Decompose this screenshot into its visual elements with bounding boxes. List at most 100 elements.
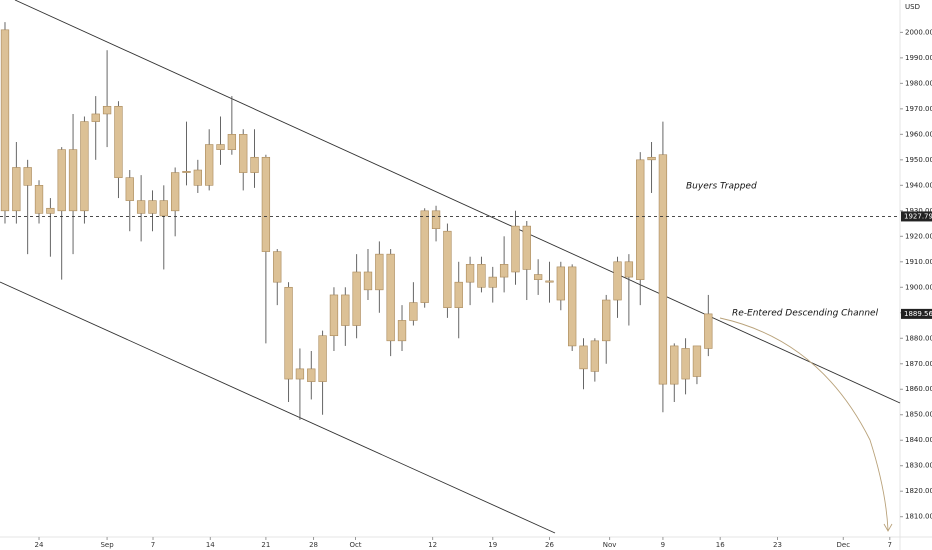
candle-body [329,294,339,337]
candle-body [250,156,259,173]
candle-body [477,264,486,288]
candle-body [533,274,543,280]
candle-body [692,345,702,377]
projection-arrow [719,317,889,531]
candle-body [352,271,361,326]
x-tick-label: 28 [309,541,318,549]
candle-body [91,113,100,122]
x-tick-label: 12 [428,541,437,549]
candle-body [386,253,395,342]
candle-body [205,144,214,186]
candle-body [658,154,668,385]
last-price-box [901,308,932,319]
last-price-label: 1889.565 [904,310,932,318]
y-tick-label: 1830.000 [905,462,932,470]
candle-body [125,177,134,201]
y-tick-label: 1840.000 [905,436,932,444]
y-tick-label: 1930.000 [905,207,932,215]
candle-body [159,200,168,217]
candle-body [681,348,690,380]
y-tick-label: 1900.000 [905,283,932,291]
projection-arrowhead [883,523,893,532]
candle-body [647,156,656,161]
x-tick-label: 16 [716,541,725,549]
candle-body [12,167,21,212]
annotation: Buyers Trapped [686,182,757,192]
candle-body [636,159,645,280]
candle-body [511,225,520,273]
x-tick-label: 26 [545,541,554,549]
candle-body [556,266,565,301]
candle-body [114,105,123,178]
candle-body [193,169,202,186]
y-tick-label: 1870.000 [905,360,932,368]
candle-body [102,105,112,115]
x-tick-label: 23 [773,541,782,549]
x-tick-label: Sep [100,541,114,549]
annotation: Re-Entered Descending Channel [732,309,879,319]
candle-body [341,294,350,326]
y-tick-label: 1850.000 [905,411,932,419]
lower-channel-line [0,281,556,534]
candle-body [545,280,554,283]
x-tick-label: 9 [661,541,665,549]
candle-body [420,210,429,303]
x-tick-label: Oct [349,541,361,549]
y-tick-label: 1990.000 [905,54,932,62]
candle-body [579,345,588,370]
candle-body [227,134,237,150]
x-tick-label: 7 [888,541,892,549]
candle-body [148,200,157,214]
candle-body [499,264,509,278]
x-tick-label: 21 [261,541,270,549]
candle-body [0,29,10,212]
y-tick-label: 1960.000 [905,130,932,138]
candle-body [261,156,271,252]
candle-body [624,261,634,278]
y-tick-label: 1810.000 [905,513,932,521]
candle-body [46,207,55,214]
candle-body [363,271,373,291]
y-tick-label: 1820.000 [905,487,932,495]
upper-channel-line [14,0,901,404]
candle-body [431,210,441,229]
candle-body [568,266,577,347]
y-tick-label: 2000.000 [905,28,932,36]
candle-body [57,149,66,212]
candle-body [216,144,225,150]
candle-body [409,302,418,321]
candle-body [704,313,713,349]
candle-body [284,286,293,380]
x-tick-label: Dec [837,541,851,549]
x-tick-label: 7 [151,541,155,549]
candle-body [522,225,531,270]
candle-body [590,340,600,372]
candle-body [443,230,452,308]
y-tick-label: 1920.000 [905,232,932,240]
candle-body [295,368,305,380]
candle-body [136,200,146,214]
candle-body [34,185,44,214]
y-tick-label: 1910.000 [905,258,932,266]
candle-body [80,121,89,212]
candle-body [602,299,611,342]
candle-body [68,149,78,212]
candle-body [273,251,282,283]
y-tick-label: 1860.000 [905,385,932,393]
y-tick-label: 1970.000 [905,105,932,113]
candle-body [23,167,32,186]
level-label: 1927.793 [904,212,932,220]
candle-body [465,264,475,283]
candle-body [239,134,248,173]
candle-body [170,172,180,212]
candle-body [670,345,679,385]
x-tick-label: 24 [35,541,44,549]
currency-label: USD [905,3,920,11]
candle-body [613,261,622,301]
candle-body [488,276,497,288]
candle-body [318,335,327,382]
x-tick-label: Nov [603,541,617,549]
candle-body [182,171,191,173]
candle-body [307,368,316,382]
